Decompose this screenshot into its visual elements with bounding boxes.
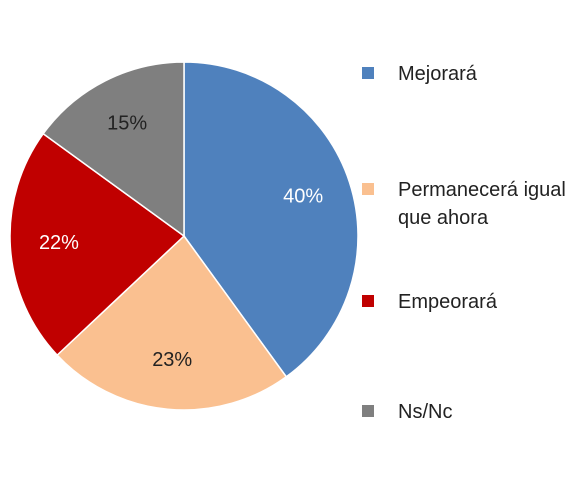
- slice-label: 23%: [152, 349, 192, 371]
- slice-label: 22%: [39, 232, 79, 254]
- legend-item: Ns/Nc: [362, 398, 568, 426]
- legend-label: Permanecerá igual que ahora: [398, 179, 566, 229]
- legend-swatch: [362, 67, 374, 79]
- pie-slice: [56, 234, 288, 411]
- pie-slice: [42, 61, 185, 238]
- pie-slice: [9, 132, 186, 357]
- slice-label: 40%: [283, 186, 323, 208]
- legend-item: Empeorará: [362, 288, 568, 316]
- legend-label: Mejorará: [398, 63, 477, 85]
- legend-swatch: [362, 183, 374, 195]
- legend-swatch: [362, 405, 374, 417]
- legend-swatch: [362, 295, 374, 307]
- legend-label: Ns/Nc: [398, 401, 453, 423]
- slice-label: 15%: [107, 113, 147, 135]
- legend-item: Mejorará: [362, 60, 568, 88]
- legend-item: Permanecerá igual que ahora: [362, 176, 568, 232]
- legend-label: Empeorará: [398, 291, 497, 313]
- pie-slice: [183, 61, 359, 378]
